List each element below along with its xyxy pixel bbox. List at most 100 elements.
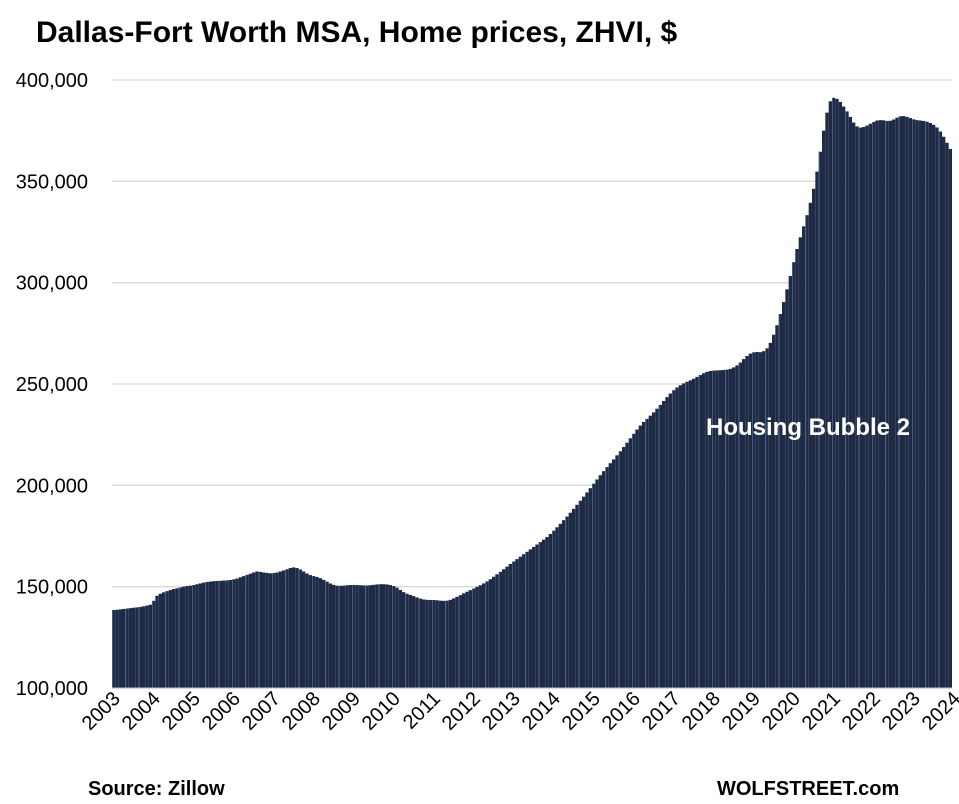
- bar: [805, 215, 809, 688]
- bar: [745, 356, 749, 688]
- bar: [275, 572, 279, 688]
- bar: [345, 585, 349, 688]
- bar: [492, 576, 496, 688]
- x-tick-label: 2010: [358, 688, 405, 735]
- bar: [192, 585, 196, 688]
- bar: [282, 570, 286, 688]
- bar: [698, 375, 702, 688]
- bar: [478, 585, 482, 688]
- x-tick-label: 2008: [278, 688, 325, 735]
- bar-edge: [672, 390, 673, 688]
- bar: [772, 334, 776, 688]
- bar: [668, 393, 672, 688]
- bar-edge: [778, 314, 780, 688]
- bar: [328, 583, 332, 688]
- x-tick-label: 2021: [798, 688, 845, 735]
- bar: [312, 576, 316, 688]
- bar: [272, 573, 276, 688]
- bar: [175, 588, 179, 688]
- bar: [285, 569, 289, 688]
- chart-title: Dallas-Fort Worth MSA, Home prices, ZHVI…: [36, 16, 678, 49]
- bar: [695, 376, 699, 688]
- bar: [802, 226, 806, 688]
- bar: [342, 585, 346, 688]
- bar: [938, 131, 942, 689]
- bar: [922, 120, 926, 688]
- bar: [432, 600, 436, 688]
- bar: [788, 275, 792, 688]
- bar: [468, 590, 472, 688]
- bar-edge: [818, 151, 820, 689]
- bar-edge: [765, 348, 767, 688]
- bar-edge: [912, 119, 913, 688]
- bar: [642, 421, 646, 688]
- bar: [625, 442, 629, 688]
- bar: [882, 120, 886, 688]
- bar: [385, 584, 389, 688]
- bar: [838, 101, 842, 688]
- bar: [575, 504, 579, 688]
- bar: [378, 584, 382, 688]
- bar: [178, 587, 182, 688]
- bar: [895, 117, 899, 688]
- bar: [452, 598, 456, 688]
- bar-edge: [258, 571, 260, 688]
- bar: [762, 351, 766, 688]
- bar-edge: [925, 121, 927, 688]
- bar: [798, 237, 802, 688]
- bar: [545, 537, 549, 688]
- bar: [325, 581, 329, 688]
- bar: [258, 571, 262, 688]
- bar-edge: [432, 600, 433, 688]
- y-tick-label: 250,000: [16, 374, 88, 396]
- bar-edge: [658, 404, 660, 688]
- x-tick-label: 2018: [678, 688, 725, 735]
- bar-edge: [472, 588, 473, 688]
- bar: [728, 368, 732, 688]
- bar-edge: [898, 116, 900, 688]
- bar: [252, 572, 256, 688]
- bar-edge: [645, 418, 647, 688]
- bar: [552, 530, 556, 688]
- bar: [682, 383, 686, 688]
- bar: [648, 415, 652, 688]
- bar: [338, 585, 342, 688]
- bar: [548, 533, 552, 688]
- bar: [658, 404, 662, 688]
- bar-edge: [325, 581, 327, 688]
- y-tick-label: 150,000: [16, 577, 88, 599]
- x-tick-label: 2013: [478, 688, 525, 735]
- bar-edge: [858, 127, 860, 688]
- bar: [898, 116, 902, 688]
- bar: [462, 593, 466, 688]
- bar: [768, 342, 772, 688]
- bar: [622, 447, 626, 688]
- bar: [792, 262, 796, 688]
- bar: [112, 609, 116, 688]
- bar: [678, 385, 682, 688]
- bar: [612, 459, 616, 688]
- bar: [195, 584, 199, 688]
- bar: [918, 120, 922, 688]
- bar-edge: [938, 131, 940, 689]
- bar: [878, 120, 882, 688]
- bar: [875, 120, 879, 688]
- bar: [518, 556, 522, 688]
- bar: [718, 370, 722, 688]
- bar: [228, 579, 232, 688]
- bar: [752, 352, 756, 688]
- bar: [288, 568, 292, 688]
- bar: [502, 569, 506, 688]
- bar: [808, 202, 812, 688]
- y-axis: 100,000 150,000 200,000 250,000 300,000 350,0…: [16, 70, 88, 700]
- bar: [588, 488, 592, 688]
- annotation-housing-bubble: Housing Bubble 2: [706, 414, 910, 441]
- bar-edge: [312, 576, 313, 688]
- bar: [735, 365, 739, 688]
- bar-edge: [152, 600, 153, 688]
- bar-edge: [138, 606, 140, 688]
- bar-edge: [352, 585, 353, 688]
- bar-edge: [445, 600, 447, 688]
- bar: [638, 425, 642, 688]
- bar: [608, 463, 612, 688]
